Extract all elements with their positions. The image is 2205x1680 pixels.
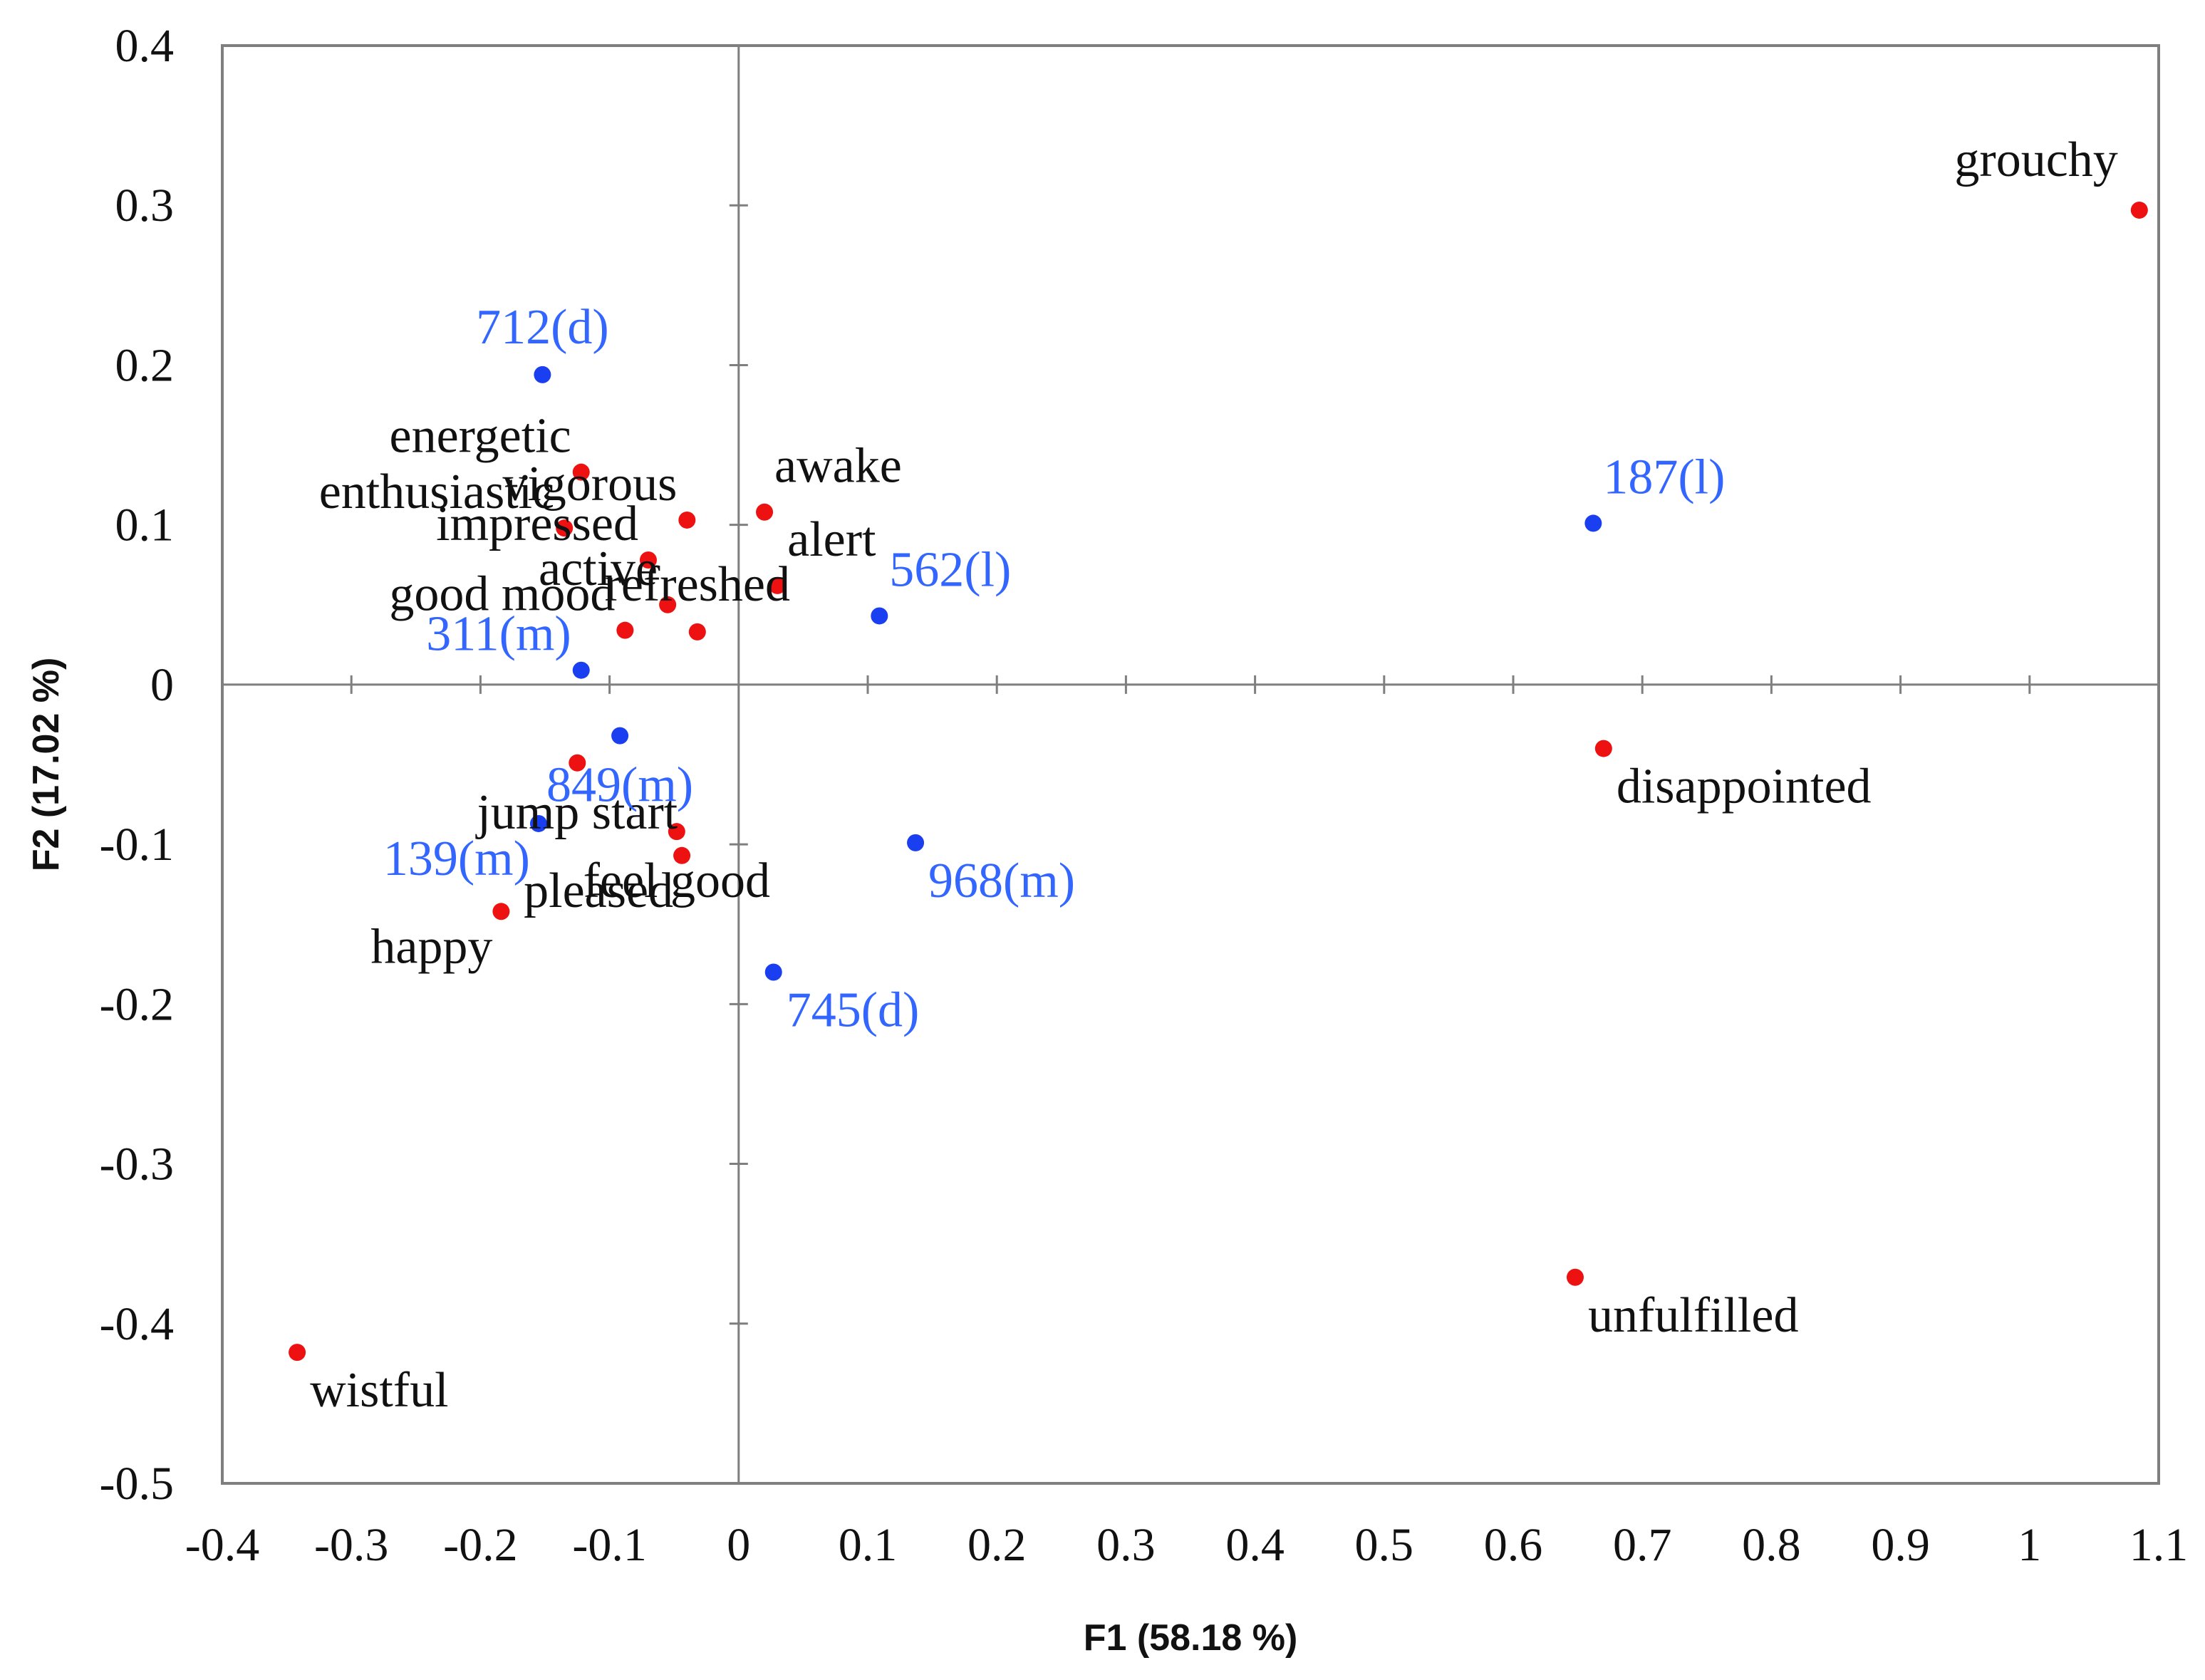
attributes-point-label: vigorous: [502, 457, 677, 512]
attributes-point-label: wistful: [310, 1363, 448, 1418]
products-point: [529, 814, 547, 832]
attributes-point-label: refreshed: [605, 557, 790, 612]
x-tick-label: -0.4: [185, 1519, 259, 1571]
attributes-point-label: good mood: [389, 567, 615, 622]
products-point: [907, 834, 925, 851]
attributes-point-label: enthusiastic: [319, 465, 554, 519]
attributes-point-label: alert: [787, 512, 876, 567]
products-point-label: 849(m): [546, 758, 693, 813]
attributes-point-label: awake: [774, 439, 902, 494]
y-tick-label: -0.3: [100, 1139, 174, 1191]
x-axis-title: F1 (58.18 %): [1084, 1617, 1298, 1659]
products-point-label: 968(m): [928, 854, 1075, 908]
attributes-point-label: active: [539, 541, 658, 596]
products-point-label: 139(m): [383, 831, 530, 886]
attributes-point: [1594, 740, 1612, 757]
products-point: [611, 727, 629, 745]
plot-frame: [221, 44, 2160, 1485]
attributes-point-label: energetic: [390, 409, 571, 464]
x-tick-label: 0.7: [1613, 1519, 1672, 1571]
x-tick-label: 1: [2018, 1519, 2041, 1571]
y-tick-label: -0.2: [100, 978, 174, 1030]
attributes-point: [639, 551, 657, 569]
x-tick-label: 0: [727, 1519, 750, 1571]
x-tick-label: 1.1: [2129, 1519, 2189, 1571]
attributes-point-label: disappointed: [1617, 759, 1872, 814]
y-tick-label: 0.3: [115, 180, 175, 232]
attributes-point: [1566, 1268, 1584, 1286]
products-point: [871, 607, 888, 625]
x-tick-label: 0.5: [1355, 1519, 1414, 1571]
products-point: [572, 661, 590, 679]
attributes-point: [556, 519, 574, 537]
y-tick-label: 0.1: [115, 499, 175, 551]
y-axis-title: F2 (17.02 %): [26, 658, 67, 872]
y-tick-label: -0.5: [100, 1458, 174, 1510]
products-point-label: 187(l): [1603, 450, 1725, 504]
products-point-label: 311(m): [426, 607, 571, 662]
x-tick-label: 0.9: [1871, 1519, 1930, 1571]
y-tick-label: 0.2: [115, 339, 175, 391]
attributes-point-label: jump start: [474, 785, 678, 840]
attributes-point: [569, 754, 586, 772]
x-tick-label: -0.3: [314, 1519, 388, 1571]
attributes-point: [769, 576, 787, 594]
attributes-point: [2130, 201, 2148, 219]
x-tick-label: 0.1: [839, 1519, 898, 1571]
products-point-label: 745(d): [787, 982, 920, 1037]
y-tick-label: 0: [150, 659, 174, 711]
products-point: [1584, 514, 1602, 532]
attributes-point: [492, 903, 510, 921]
attributes-point: [678, 511, 696, 529]
x-tick-label: 0.4: [1225, 1519, 1285, 1571]
y-tick-label: 0.4: [115, 20, 175, 72]
x-tick-label: -0.2: [443, 1519, 517, 1571]
x-tick-label: 0.8: [1742, 1519, 1801, 1571]
attributes-point: [668, 823, 685, 841]
x-tick-label: 0.6: [1484, 1519, 1543, 1571]
attributes-point: [616, 621, 634, 639]
products-point-label: 712(d): [476, 300, 609, 355]
products-point: [534, 365, 551, 383]
attributes-point-label: happy: [370, 919, 492, 974]
x-tick-label: 0.3: [1096, 1519, 1156, 1571]
products-point-label: 562(l): [889, 542, 1011, 597]
attributes-point-label: feel good: [583, 854, 770, 908]
x-tick-label: 0.2: [967, 1519, 1027, 1571]
products-point: [764, 963, 782, 981]
attributes-point: [572, 463, 590, 481]
attributes-point: [673, 846, 691, 864]
attributes-point-label: grouchy: [1954, 133, 2117, 187]
attributes-point-label: impressed: [436, 497, 638, 551]
attributes-point-label: pleased: [524, 864, 673, 918]
attributes-point-label: unfulfilled: [1588, 1288, 1798, 1343]
attributes-point: [756, 503, 774, 521]
attributes-point: [659, 596, 677, 613]
attributes-point: [688, 623, 706, 641]
x-tick-label: -0.1: [572, 1519, 646, 1571]
y-tick-label: -0.1: [100, 819, 174, 871]
attributes-point: [289, 1344, 306, 1362]
y-tick-label: -0.4: [100, 1298, 174, 1350]
